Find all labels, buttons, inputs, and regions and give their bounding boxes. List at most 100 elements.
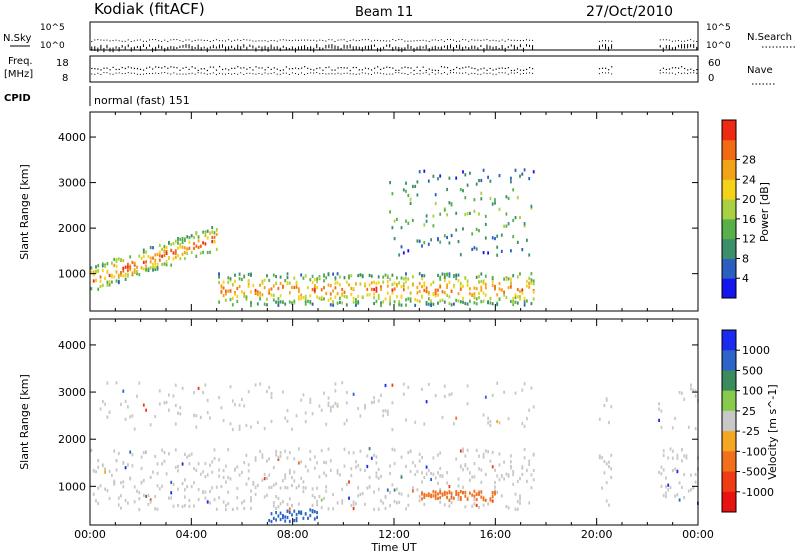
data-cell [174,251,177,255]
data-cell [432,302,435,306]
data-cell [309,400,312,405]
data-cell [136,265,138,269]
data-cell [521,388,524,392]
data-cell [521,466,524,470]
data-cell [421,471,423,475]
data-cell [177,464,179,468]
data-cell [329,459,332,463]
freq-marker [316,67,318,70]
data-cell [386,488,389,492]
data-cell [471,493,474,497]
data-cell [352,503,355,507]
colorbar-swatch [722,139,736,161]
nsearch-marker [398,46,400,52]
data-cell [423,241,426,245]
nsky-marker [103,39,105,41]
data-cell [370,274,373,278]
data-cell [665,491,667,495]
data-cell [439,299,442,303]
nsearch-marker [231,45,233,49]
data-cell [345,295,348,299]
data-cell [450,203,453,207]
nsearch-marker [389,44,391,48]
data-cell [430,238,432,242]
data-cell [108,410,111,414]
data-cell [320,297,323,301]
data-cell [391,428,394,432]
data-cell [243,404,246,408]
nsky-marker [319,39,321,41]
nsearch-marker [446,45,448,50]
data-cell [516,275,519,279]
freq-marker [446,67,449,69]
data-cell [227,289,230,293]
data-cell [332,493,334,497]
data-cell [193,246,195,250]
data-cell [154,415,157,419]
nsky-marker [231,40,233,42]
data-cell [421,244,423,248]
data-cell [432,293,435,297]
freq-marker [218,66,221,68]
data-cell [336,301,339,305]
data-cell [334,401,337,406]
data-cell [446,235,448,240]
data-cell [475,287,478,291]
nsearch-marker [209,46,211,49]
freq-marker [258,67,260,69]
nave-marker [611,73,613,75]
data-cell [380,287,382,291]
nave-marker [349,73,351,75]
data-cell [339,300,341,304]
data-cell [368,273,371,277]
data-cell [254,383,257,387]
data-cell [448,301,451,305]
data-cell [179,412,182,416]
data-cell [380,499,382,503]
data-cell [464,505,467,509]
nsearch-marker [671,47,673,51]
freq-marker [519,69,522,71]
data-cell [375,471,378,475]
nsky-marker [413,40,415,42]
data-cell [117,451,120,456]
data-cell [124,417,127,421]
data-cell [293,276,296,280]
nsearch-marker [507,46,509,49]
data-cell [473,301,476,305]
data-cell [489,301,492,305]
freq-strip-frame [89,55,699,83]
data-cell [298,295,300,299]
freq-marker [513,69,516,71]
nsky-marker [112,39,114,41]
freq-marker [291,68,294,70]
data-cell [254,485,257,490]
data-cell [425,286,428,290]
nsearch-marker [334,45,336,50]
data-cell [99,484,102,488]
nave-marker [519,73,521,75]
data-cell [225,464,227,468]
data-cell [213,498,216,502]
data-cell [266,476,268,480]
data-cell [345,280,348,284]
nsearch-marker [331,44,333,49]
freq-marker [437,69,440,72]
data-cell [113,479,116,483]
data-cell [152,246,154,250]
data-cell [500,233,503,237]
data-cell [421,387,423,391]
data-cell [204,242,207,246]
data-cell [124,273,127,278]
data-cell [181,482,184,486]
data-cell [211,460,214,464]
nsearch-marker [437,46,439,49]
data-cell [446,283,448,287]
data-cell [658,402,660,406]
data-cell [279,486,282,490]
nsky-marker [142,40,144,42]
data-cell [407,277,410,281]
freq-marker [112,66,114,69]
data-cell [352,296,355,300]
data-cell [496,293,499,297]
